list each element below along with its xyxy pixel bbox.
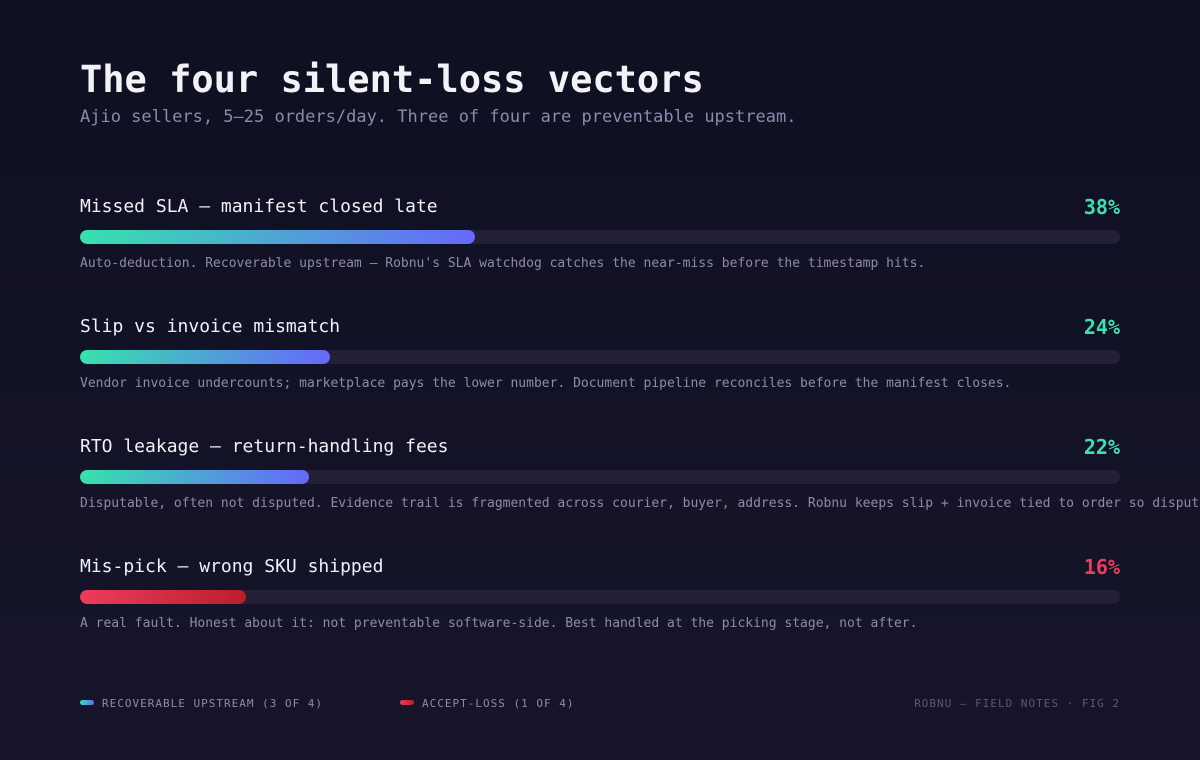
bar-row: RTO leakage — return-handling fees 22% D… <box>80 434 1200 554</box>
value-label: 22% <box>1083 435 1120 459</box>
legend-item-accept-loss: ACCEPT-LOSS (1 OF 4) <box>400 696 574 712</box>
category-label: RTO leakage — return-handling fees <box>80 436 449 457</box>
legend-label: RECOVERABLE UPSTREAM (3 OF 4) <box>102 697 324 710</box>
value-label: 24% <box>1083 315 1120 339</box>
category-label: Slip vs invoice mismatch <box>80 316 341 337</box>
bar-track <box>80 350 1120 364</box>
bar-note: Auto-deduction. Recoverable upstream — R… <box>80 256 926 271</box>
bar-note: Vendor invoice undercounts; marketplace … <box>80 376 1012 391</box>
chart-subtitle: Ajio sellers, 5–25 orders/day. Three of … <box>80 107 797 127</box>
category-label: Missed SLA — manifest closed late <box>80 196 438 217</box>
bar-row: Missed SLA — manifest closed late 38% Au… <box>80 194 1120 314</box>
bar-track <box>80 230 1120 244</box>
legend-swatch-recoverable <box>80 699 94 705</box>
value-label: 16% <box>1083 555 1120 579</box>
legend-item-recoverable: RECOVERABLE UPSTREAM (3 OF 4) <box>80 696 323 712</box>
bar-track <box>80 470 1120 484</box>
legend-swatch-accept-loss <box>400 699 414 705</box>
figure-credit: ROBNU — FIELD NOTES · FIG 2 <box>914 697 1120 710</box>
legend-label: ACCEPT-LOSS (1 OF 4) <box>422 697 575 710</box>
value-label: 38% <box>1083 195 1120 219</box>
bar-row: Mis-pick — wrong SKU shipped 16% A real … <box>80 554 1120 674</box>
bar <box>80 350 330 364</box>
bar <box>80 470 309 484</box>
bar <box>80 230 476 244</box>
bar-note: A real fault. Honest about it: not preve… <box>80 616 918 631</box>
bar-track <box>80 590 1120 604</box>
chart-title: The four silent-loss vectors <box>80 58 704 101</box>
bar-note: Disputable, often not disputed. Evidence… <box>80 496 1200 511</box>
bar-row: Slip vs invoice mismatch 24% Vendor invo… <box>80 314 1120 434</box>
bar <box>80 590 247 604</box>
category-label: Mis-pick — wrong SKU shipped <box>80 556 384 577</box>
bar-list: Missed SLA — manifest closed late 38% Au… <box>80 194 1200 674</box>
